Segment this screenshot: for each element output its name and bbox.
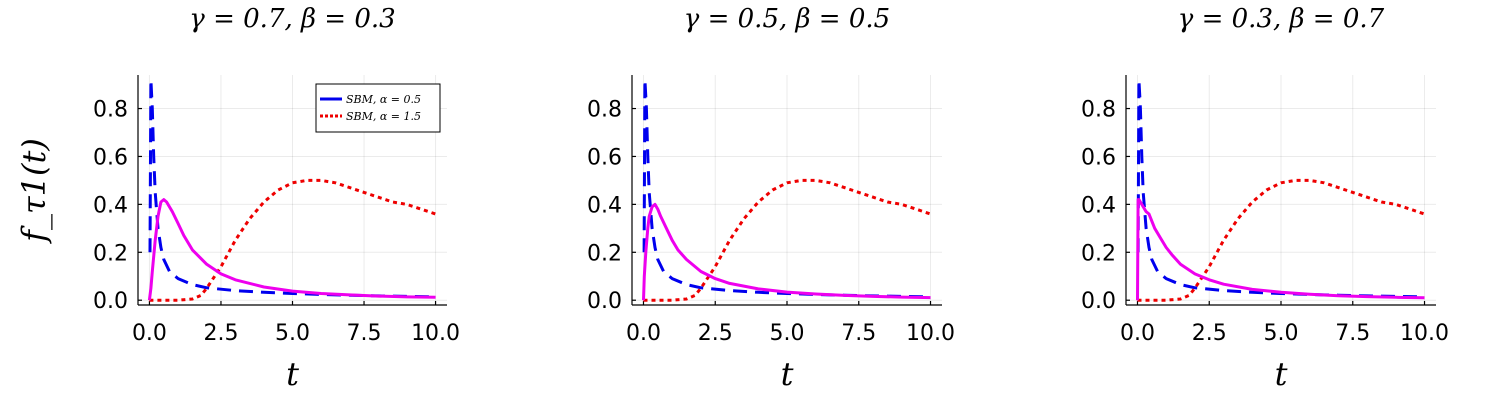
x-tick-label: 2.5 xyxy=(1192,321,1227,346)
x-tick-label: 10.0 xyxy=(411,321,460,346)
subplot-3: 0.0 2.5 5.0 7.5 10.0 0.0 0.2 0.4 0.6 0.8 γ = 0.3, … xyxy=(1081,4,1449,393)
x-axis-label: t xyxy=(781,355,794,393)
x-tick-label: 7.5 xyxy=(1335,321,1370,346)
y-axis-label: f_τ1(t) xyxy=(15,138,53,244)
y-tick-label: 0.8 xyxy=(93,98,128,123)
series-line-red xyxy=(643,178,931,302)
y-tick-label: 0.0 xyxy=(1081,289,1116,314)
series-line-magenta xyxy=(147,198,436,301)
y-tick-label: 0.6 xyxy=(1081,145,1116,170)
x-tick-label: 10.0 xyxy=(1400,321,1449,346)
legend-entry-label: SBM, α = 0.5 xyxy=(346,93,421,106)
y-tick-label: 0.2 xyxy=(1081,241,1116,266)
x-axis-label: t xyxy=(286,355,299,393)
x-axis-label: t xyxy=(1275,355,1288,393)
x-tick-label: 7.5 xyxy=(347,321,382,346)
x-tick-label: 7.5 xyxy=(841,321,876,346)
y-tick-label: 0.8 xyxy=(1081,98,1116,123)
x-tick-label: 5.0 xyxy=(275,321,310,346)
x-tick-label: 5.0 xyxy=(1264,321,1299,346)
chart-title: γ = 0.5, β = 0.5 xyxy=(684,4,890,34)
chart-title: γ = 0.7, β = 0.3 xyxy=(189,4,395,34)
y-tick-label: 0.2 xyxy=(587,241,622,266)
y-tick-label: 0.6 xyxy=(587,145,622,170)
legend-entry-label: SBM, α = 1.5 xyxy=(346,110,421,123)
y-tick-label: 0.0 xyxy=(587,289,622,314)
x-tick-label: 2.5 xyxy=(698,321,733,346)
y-tick-label: 0.4 xyxy=(587,193,622,218)
y-tick-label: 0.8 xyxy=(587,98,622,123)
x-tick-label: 0.0 xyxy=(1120,321,1155,346)
series-line-red xyxy=(1137,178,1425,302)
legend: SBM, α = 0.5 SBM, α = 1.5 xyxy=(315,83,441,133)
series-line-magenta xyxy=(642,202,931,301)
y-tick-label: 0.4 xyxy=(1081,193,1116,218)
series-line-magenta xyxy=(1136,198,1425,301)
chart-title: γ = 0.3, β = 0.7 xyxy=(1178,4,1385,34)
x-tick-label: 10.0 xyxy=(906,321,955,346)
y-tick-label: 0.0 xyxy=(93,289,128,314)
y-tick-label: 0.6 xyxy=(93,145,128,170)
x-tick-label: 5.0 xyxy=(770,321,805,346)
x-tick-label: 0.0 xyxy=(626,321,661,346)
legend-box xyxy=(315,83,441,133)
y-tick-label: 0.2 xyxy=(93,241,128,266)
y-tick-label: 0.4 xyxy=(93,193,128,218)
subplot-1: 0.0 2.5 5.0 7.5 10.0 0.0 0.2 0.4 0.6 0.8 γ = 0.7, … xyxy=(15,4,460,393)
series-line-red xyxy=(149,178,437,302)
x-tick-label: 2.5 xyxy=(203,321,238,346)
x-tick-label: 0.0 xyxy=(132,321,167,346)
subplot-2: 0.0 2.5 5.0 7.5 10.0 0.0 0.2 0.4 0.6 0.8 γ = 0.5, … xyxy=(587,4,955,393)
